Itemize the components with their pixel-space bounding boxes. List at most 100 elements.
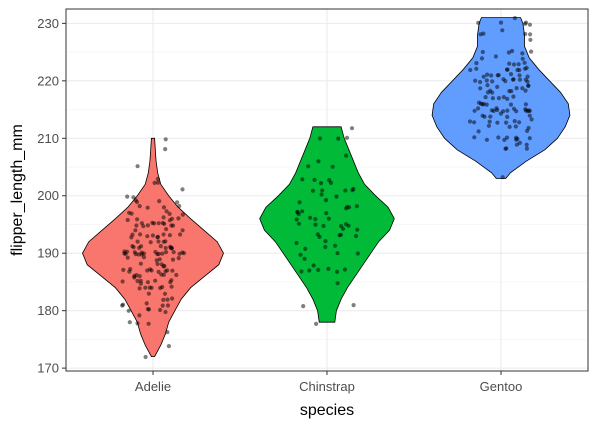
data-point-adelie [176, 216, 181, 221]
data-point-adelie [163, 309, 168, 315]
data-point-gentoo [496, 135, 501, 140]
data-point-adelie [126, 308, 131, 313]
data-point-gentoo [511, 94, 516, 99]
data-point-gentoo [526, 125, 531, 131]
data-point-adelie [152, 221, 157, 226]
data-point-adelie [134, 199, 140, 205]
data-point-gentoo [498, 111, 503, 116]
data-point-adelie [163, 239, 168, 244]
data-point-adelie [165, 330, 170, 335]
data-point-adelie [120, 303, 125, 308]
data-point-adelie [155, 235, 160, 240]
data-point-gentoo [489, 108, 494, 113]
data-point-adelie [130, 244, 135, 249]
data-point-chinstrap [297, 200, 302, 205]
x-tick-label: Gentoo [480, 379, 523, 394]
data-point-gentoo [523, 102, 529, 107]
data-point-chinstrap [316, 159, 321, 164]
data-point-adelie [168, 244, 173, 249]
jitter-points [120, 16, 534, 360]
data-point-gentoo [508, 72, 514, 77]
data-point-chinstrap [353, 233, 359, 239]
data-point-adelie [120, 279, 125, 284]
data-point-adelie [134, 223, 139, 228]
data-point-gentoo [476, 100, 482, 105]
data-point-chinstrap [319, 192, 324, 197]
data-point-gentoo [495, 84, 500, 89]
data-point-chinstrap [336, 136, 341, 141]
data-point-gentoo [517, 140, 522, 145]
data-point-chinstrap [299, 269, 304, 274]
violin-chinstrap [259, 126, 395, 323]
data-point-adelie [177, 251, 182, 256]
data-point-adelie [180, 212, 185, 217]
data-point-adelie [176, 256, 181, 261]
data-point-gentoo [512, 119, 517, 124]
data-point-adelie [163, 137, 168, 142]
data-point-gentoo [474, 61, 479, 66]
data-point-adelie [180, 228, 185, 233]
data-point-adelie [156, 251, 161, 256]
data-point-chinstrap [323, 239, 328, 244]
data-point-gentoo [509, 89, 514, 94]
data-point-adelie [127, 320, 132, 325]
data-point-gentoo [479, 56, 485, 61]
data-point-chinstrap [338, 232, 343, 237]
data-point-gentoo [500, 175, 505, 180]
data-point-gentoo [505, 108, 510, 113]
data-point-adelie [152, 180, 157, 185]
data-point-adelie [150, 233, 155, 238]
data-point-gentoo [500, 28, 505, 33]
y-axis: 170 180 190 200 210 220 230 [37, 16, 66, 376]
data-point-chinstrap [335, 269, 340, 274]
data-point-chinstrap [308, 215, 313, 220]
data-point-adelie [153, 278, 158, 283]
data-point-chinstrap [355, 227, 360, 232]
data-point-adelie [139, 252, 144, 257]
data-point-gentoo [478, 86, 483, 91]
data-point-adelie [165, 303, 171, 308]
data-point-gentoo [482, 114, 487, 119]
data-point-chinstrap [349, 126, 355, 131]
data-point-gentoo [528, 37, 533, 43]
data-point-adelie [146, 321, 151, 326]
data-point-gentoo [490, 90, 495, 95]
data-point-gentoo [524, 146, 530, 151]
data-point-adelie [148, 240, 153, 245]
data-point-adelie [127, 210, 132, 215]
data-point-chinstrap [354, 204, 359, 209]
data-point-chinstrap [323, 244, 328, 250]
data-point-adelie [145, 205, 150, 210]
data-point-adelie [170, 296, 175, 301]
data-point-adelie [170, 257, 176, 262]
data-point-adelie [155, 176, 160, 182]
data-point-gentoo [472, 120, 477, 125]
data-point-gentoo [484, 137, 489, 142]
data-point-chinstrap [346, 223, 351, 228]
data-point-adelie [167, 218, 172, 223]
data-point-gentoo [495, 120, 500, 125]
data-point-gentoo [526, 108, 531, 113]
data-point-chinstrap [344, 135, 350, 140]
data-point-chinstrap [320, 188, 325, 193]
data-point-chinstrap [306, 164, 311, 169]
data-point-gentoo [516, 62, 521, 67]
y-axis-title: flipper_length_mm [9, 124, 26, 256]
data-point-adelie [139, 244, 144, 249]
data-point-gentoo [520, 86, 525, 91]
data-point-gentoo [495, 107, 500, 113]
data-point-gentoo [529, 117, 534, 122]
data-point-gentoo [528, 32, 533, 37]
data-point-adelie [135, 278, 140, 284]
data-point-chinstrap [343, 188, 348, 193]
data-point-adelie [121, 267, 126, 272]
data-point-gentoo [501, 95, 506, 100]
data-point-adelie [145, 307, 150, 312]
data-point-gentoo [507, 61, 512, 66]
data-point-adelie [145, 234, 150, 239]
data-point-chinstrap [334, 194, 339, 199]
data-point-chinstrap [294, 217, 299, 222]
data-point-adelie [149, 285, 154, 290]
data-point-gentoo [480, 49, 485, 55]
